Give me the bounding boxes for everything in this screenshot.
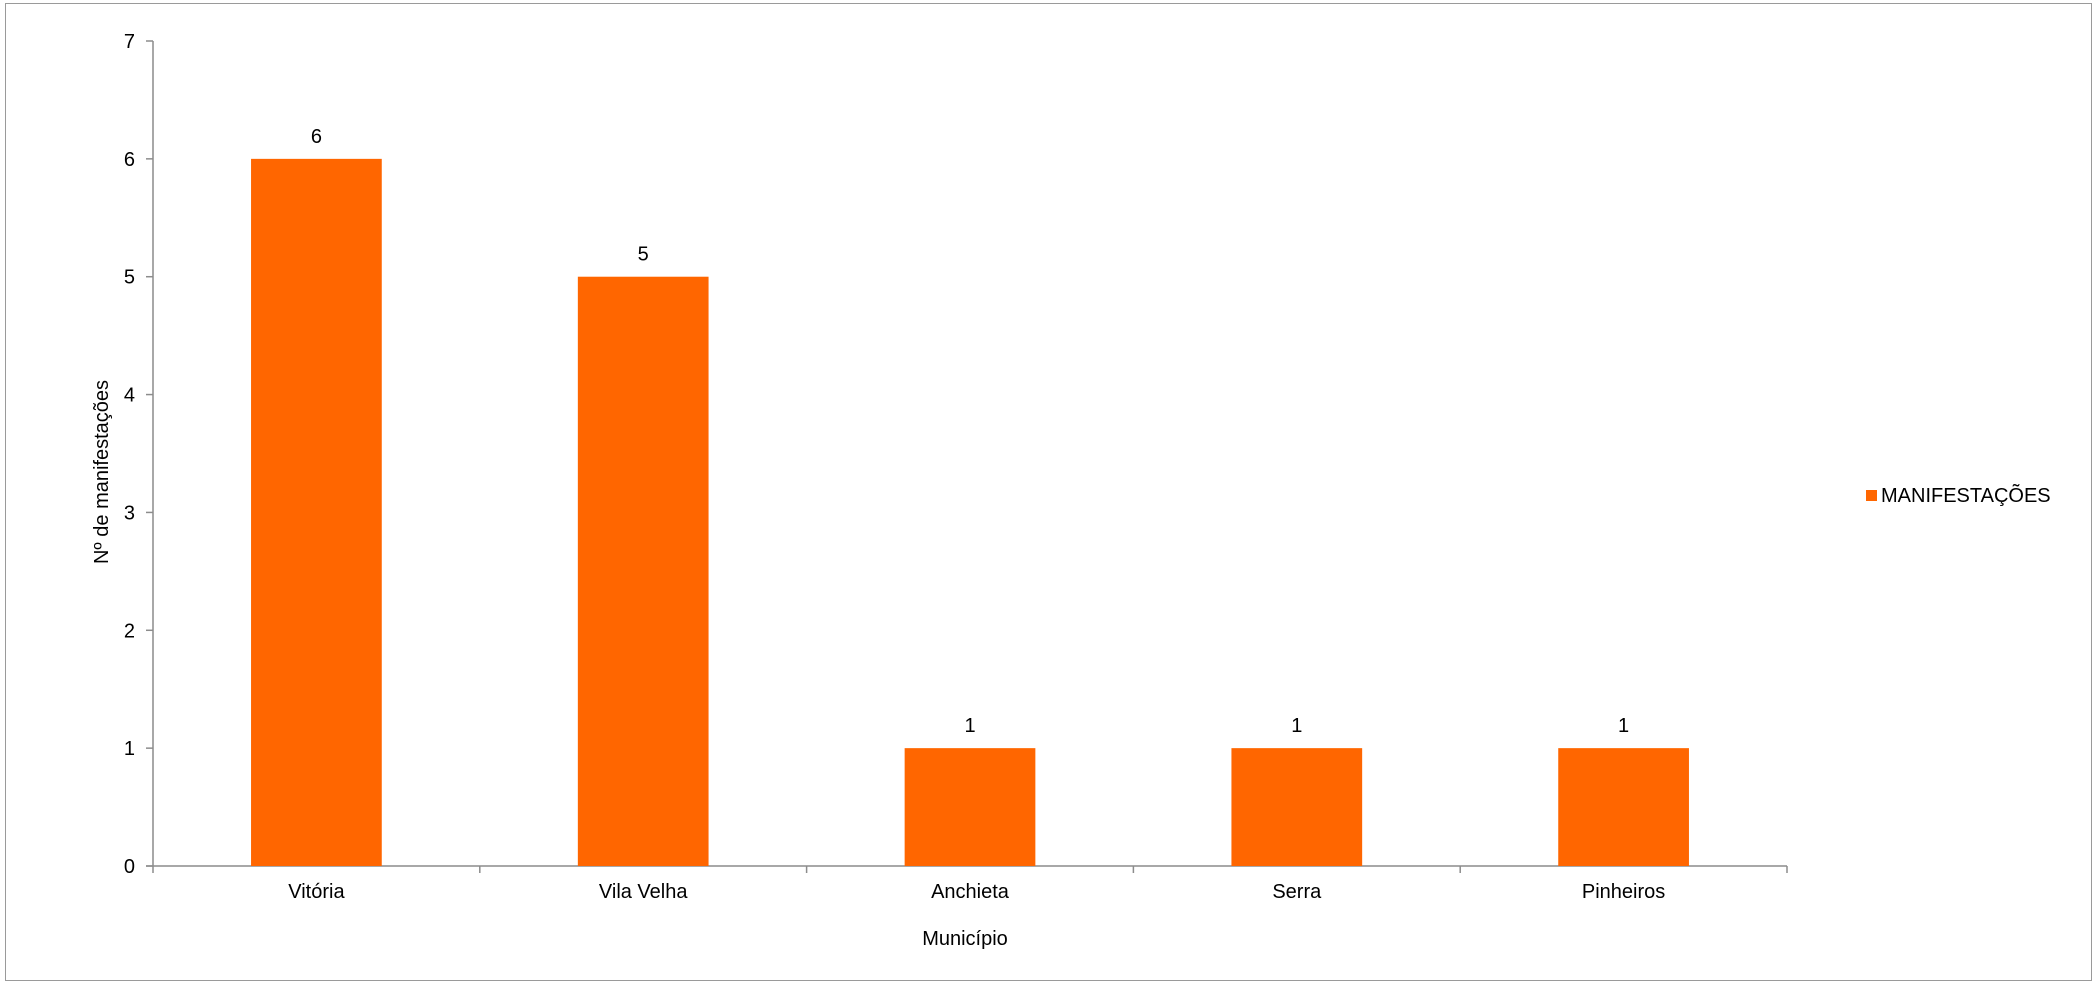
- bar-value-label: 1: [1291, 715, 1302, 737]
- bar-value-label: 1: [964, 715, 975, 737]
- data-labels: 6 5 1 1 1: [311, 126, 1629, 737]
- legend-label: MANIFESTAÇÕES: [1881, 483, 2051, 507]
- bar: [577, 276, 709, 866]
- x-category-label: Vitória: [288, 881, 345, 903]
- bar-value-label: 1: [1618, 715, 1629, 737]
- legend-swatch: [1866, 490, 1877, 501]
- bar-value-label: 5: [638, 244, 649, 266]
- bar: [1558, 748, 1689, 866]
- x-category-label: Vila Velha: [599, 881, 688, 903]
- x-axis-title: Município: [922, 928, 1008, 950]
- x-category-label: Pinheiros: [1582, 881, 1665, 903]
- x-category-label: Serra: [1272, 881, 1322, 903]
- y-tick-label: 7: [124, 31, 135, 53]
- bar: [1231, 748, 1363, 866]
- y-tick-label: 5: [124, 267, 135, 289]
- bar-value-label: 6: [311, 126, 322, 148]
- x-axis: Vitória Vila Velha Anchieta Serra Pinheiros: [146, 865, 1788, 903]
- bar: [904, 748, 1036, 866]
- y-tick-label: 4: [124, 385, 135, 407]
- bars: [251, 158, 1689, 866]
- y-axis: 0 1 2 3 4 5 6 7: [124, 31, 154, 878]
- y-tick-label: 2: [124, 620, 135, 642]
- y-axis-title: Nº de manifestações: [91, 380, 113, 564]
- y-tick-label: 1: [124, 738, 135, 760]
- bar: [251, 158, 382, 866]
- legend: MANIFESTAÇÕES: [1866, 483, 2051, 507]
- x-category-label: Anchieta: [931, 881, 1010, 903]
- y-tick-label: 0: [124, 856, 135, 878]
- y-tick-label: 6: [124, 149, 135, 171]
- y-tick-label: 3: [124, 502, 135, 524]
